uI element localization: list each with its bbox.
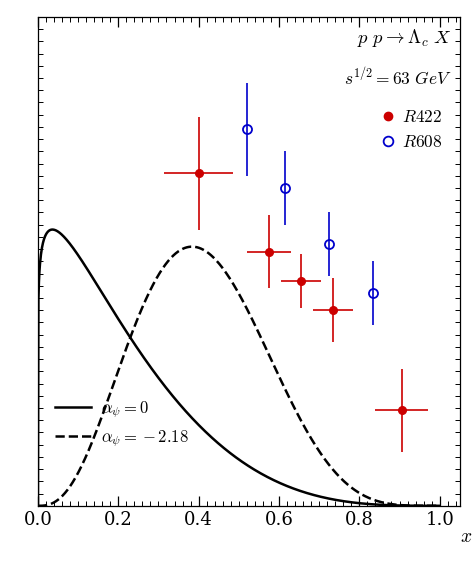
Text: $x$: $x$	[460, 528, 472, 546]
Text: $s^{1/2} = 63\ GeV$: $s^{1/2} = 63\ GeV$	[344, 66, 451, 88]
Legend: $\alpha_{\psi} = 0$, $\alpha_{\psi} = -2.18$: $\alpha_{\psi} = 0$, $\alpha_{\psi} = -2…	[55, 399, 189, 448]
Text: $p\ p \rightarrow \Lambda_c\ X$: $p\ p \rightarrow \Lambda_c\ X$	[357, 26, 451, 49]
